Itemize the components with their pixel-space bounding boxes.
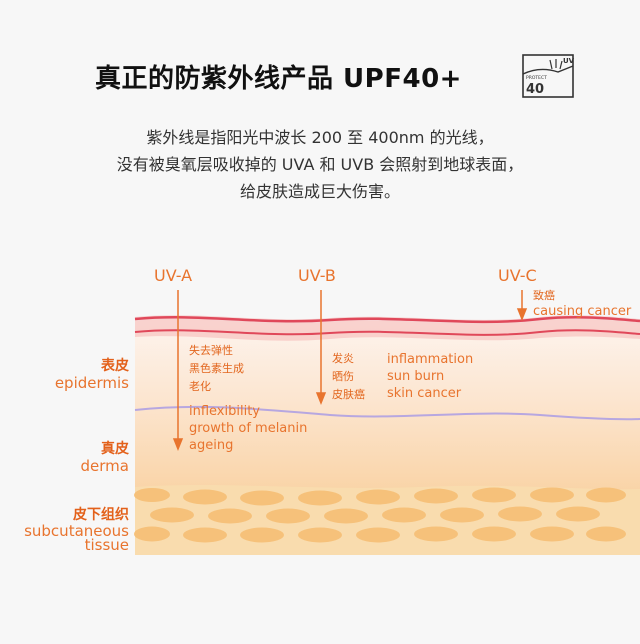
uva-effect-cn: 黑色素生成 bbox=[189, 362, 244, 375]
badge-value-text: 40 bbox=[526, 82, 544, 97]
uvc-label: UV-C bbox=[498, 266, 537, 285]
derma-label-en: derma bbox=[80, 457, 129, 475]
uva-effect-cn: 失去弹性 bbox=[189, 344, 233, 357]
uvb-effect-cn: 发炎 bbox=[332, 352, 354, 365]
skin-uv-diagram: UV-A UV-B UV-C 致癌 causing cancer 失去弹性 黑色… bbox=[0, 255, 640, 625]
subcutaneous-label-en-line: tissue bbox=[84, 536, 129, 554]
uva-effects-cn: 失去弹性 黑色素生成 老化 bbox=[189, 342, 244, 396]
uvc-effect-cn: 致癌 bbox=[533, 289, 555, 302]
epidermis-label-en: epidermis bbox=[54, 374, 129, 392]
subcutaneous-label-en: subcutaneous tissue bbox=[24, 522, 129, 554]
uvb-effect-en: inflammation bbox=[387, 352, 474, 367]
description-line: 没有被臭氧层吸收掉的 UVA 和 UVB 会照射到地球表面， bbox=[116, 155, 524, 174]
skin-surface-line-top bbox=[134, 316, 640, 324]
uva-effect-en: ageing bbox=[189, 438, 234, 453]
skin-layers-illustration bbox=[134, 290, 640, 555]
uva-effect-cn: 老化 bbox=[189, 380, 211, 393]
uva-effects-en: inflexibility growth of melanin ageing bbox=[189, 403, 307, 454]
upf-sun-shield-icon: UV PROTECT 40 bbox=[522, 54, 575, 98]
description: 紫外线是指阳光中波长 200 至 400nm 的光线， 没有被臭氧层吸收掉的 U… bbox=[0, 124, 640, 205]
uva-effect-en: inflexibility bbox=[189, 404, 260, 419]
uva-effect-en: growth of melanin bbox=[189, 421, 308, 436]
uvb-effect-en: sun burn bbox=[387, 369, 445, 384]
derma-label-cn: 真皮 bbox=[101, 441, 129, 457]
skin-surface-line-bottom bbox=[134, 329, 640, 336]
uvb-effects-cn: 发炎 晒伤 皮肤癌 bbox=[332, 350, 365, 404]
description-line: 紫外线是指阳光中波长 200 至 400nm 的光线， bbox=[146, 128, 494, 147]
uvb-label: UV-B bbox=[298, 266, 336, 285]
badge-uv-text: UV bbox=[563, 57, 575, 65]
uvb-effect-cn: 皮肤癌 bbox=[332, 388, 365, 401]
uvb-effects-en: inflammation sun burn skin cancer bbox=[387, 351, 473, 402]
uvb-effect-cn: 晒伤 bbox=[332, 370, 354, 383]
description-line: 给皮肤造成巨大伤害。 bbox=[239, 182, 400, 201]
uvc-effect-en: causing cancer bbox=[533, 304, 632, 319]
subcutaneous-label-cn: 皮下组织 bbox=[73, 507, 129, 523]
badge-protect-text: PROTECT bbox=[526, 75, 547, 81]
subcutaneous-label-en-line: subcutaneous bbox=[24, 522, 129, 540]
derma-boundary-line bbox=[134, 405, 640, 421]
title-row: 真正的防紫外线产品 UPF40+ UV PROTECT 40 bbox=[0, 52, 640, 102]
uvb-effect-en: skin cancer bbox=[387, 386, 462, 401]
fat-cells bbox=[134, 487, 626, 543]
epidermis-label-cn: 表皮 bbox=[101, 358, 129, 374]
uva-label: UV-A bbox=[154, 266, 193, 285]
page-title: 真正的防紫外线产品 UPF40+ bbox=[95, 64, 462, 94]
